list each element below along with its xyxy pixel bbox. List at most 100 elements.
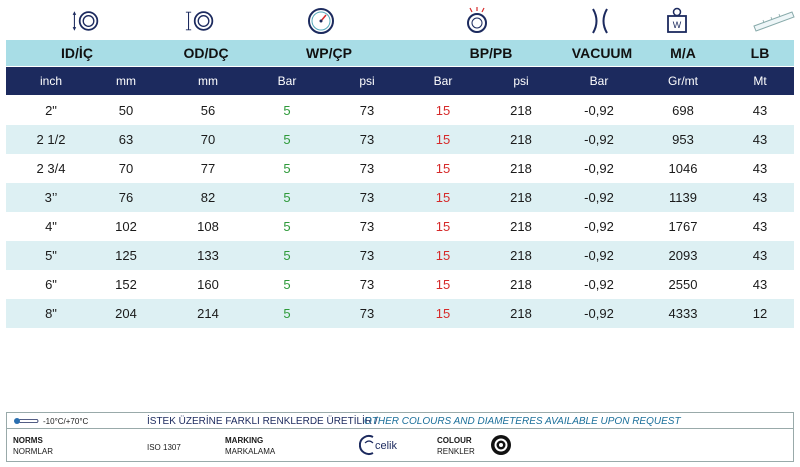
table-header-units: inch mm mm Bar psi Bar psi Bar Gr/mt Mt — [6, 67, 794, 95]
cell-inch: 4" — [45, 219, 57, 234]
table-row: 2 3/4 70 77 5 73 15 218 -0,92 1046 43 — [6, 154, 794, 183]
temperature-range: -10°C/+70°C — [43, 417, 89, 426]
cell-mt: 12 — [752, 306, 768, 321]
cell-wp-bar: 5 — [283, 132, 291, 147]
cell-gr-mt: 1139 — [669, 190, 697, 205]
vacuum-icon — [585, 6, 615, 36]
marking-label: MARKING — [225, 436, 264, 445]
cell-bp-psi: 218 — [510, 190, 532, 205]
cell-vacuum-bar: -0,92 — [584, 306, 614, 321]
table-row: 2" 50 56 5 73 15 218 -0,92 698 43 — [6, 96, 794, 125]
cell-bp-bar: 15 — [435, 103, 451, 118]
unit-mt: Mt — [753, 74, 767, 88]
table-row: 5" 125 133 5 73 15 218 -0,92 2093 43 — [6, 241, 794, 270]
celik-logo-icon — [358, 433, 409, 459]
cell-vacuum-bar: -0,92 — [584, 132, 614, 147]
cell-bp-bar: 15 — [435, 190, 451, 205]
cell-wp-psi: 73 — [359, 248, 375, 263]
cell-wp-psi: 73 — [359, 103, 375, 118]
cell-wp-psi: 73 — [359, 219, 375, 234]
cell-id-mm: 204 — [115, 306, 137, 321]
cell-wp-bar: 5 — [283, 277, 291, 292]
cell-mt: 43 — [752, 132, 768, 147]
footer-specs: NORMS NORMLAR ISO 1307 MARKING MARKALAMA… — [6, 429, 794, 462]
cell-mt: 43 — [752, 277, 768, 292]
cell-id-mm: 50 — [118, 103, 134, 118]
cell-gr-mt: 698 — [672, 103, 694, 118]
cell-od-mm: 160 — [197, 277, 219, 292]
cell-vacuum-bar: -0,92 — [584, 248, 614, 263]
cell-od-mm: 133 — [197, 248, 219, 263]
unit-gr-mt: Gr/mt — [668, 74, 698, 88]
unit-wp-bar: Bar — [277, 74, 297, 88]
cell-bp-psi: 218 — [510, 248, 532, 263]
cell-wp-psi: 73 — [359, 132, 375, 147]
footer-notice-bar: -10°C/+70°C İSTEK ÜZERİNE FARKLI RENKLER… — [6, 412, 794, 429]
svg-text:W: W — [673, 20, 682, 30]
cell-vacuum-bar: -0,92 — [584, 277, 614, 292]
cell-id-mm: 125 — [115, 248, 137, 263]
cell-mt: 43 — [752, 161, 768, 176]
cell-bp-bar: 15 — [435, 161, 451, 176]
table-header-titles: ID/İÇ OD/DÇ WP/ÇP BP/PB VACUUM M/A LB — [6, 40, 794, 66]
cell-inch: 5" — [45, 248, 57, 263]
cell-vacuum-bar: -0,92 — [584, 219, 614, 234]
header-vacuum: VACUUM — [571, 45, 633, 61]
cell-mt: 43 — [752, 219, 768, 234]
unit-bp-bar: Bar — [433, 74, 453, 88]
cell-inch: 2 1/2 — [36, 132, 66, 147]
length-ruler-icon — [752, 6, 796, 36]
cell-id-mm: 152 — [115, 277, 137, 292]
cell-bp-bar: 15 — [435, 277, 451, 292]
marking-logo-text: celik — [375, 440, 398, 452]
table-row: 2 1/2 63 70 5 73 15 218 -0,92 953 43 — [6, 125, 794, 154]
marking-label-tr: MARKALAMA — [225, 447, 276, 456]
notice-en: OTHER COLOURS AND DIAMETERES AVAILABLE U… — [364, 416, 681, 427]
cell-id-mm: 76 — [118, 190, 134, 205]
header-ma: M/A — [670, 45, 696, 61]
inner-diameter-icon — [70, 6, 100, 36]
colour-swatch-black-icon — [489, 433, 513, 459]
unit-id-mm: mm — [116, 74, 136, 88]
cell-vacuum-bar: -0,92 — [584, 190, 614, 205]
header-id: ID/İÇ — [61, 45, 93, 61]
cell-wp-bar: 5 — [283, 306, 291, 321]
cell-wp-bar: 5 — [283, 219, 291, 234]
cell-inch: 6" — [45, 277, 57, 292]
cell-gr-mt: 4333 — [668, 306, 698, 321]
norms-value: ISO 1307 — [147, 443, 181, 452]
cell-bp-bar: 15 — [435, 219, 451, 234]
cell-bp-psi: 218 — [510, 132, 532, 147]
table-row: 4" 102 108 5 73 15 218 -0,92 1767 43 — [6, 212, 794, 241]
cell-gr-mt: 953 — [672, 132, 694, 147]
cell-id-mm: 102 — [115, 219, 137, 234]
cell-bp-bar: 15 — [435, 248, 451, 263]
cell-inch: 8" — [45, 306, 57, 321]
header-od: OD/DÇ — [183, 45, 229, 61]
cell-gr-mt: 1046 — [668, 161, 698, 176]
cell-bp-psi: 218 — [510, 103, 532, 118]
unit-od-mm: mm — [198, 74, 218, 88]
cell-bp-bar: 15 — [435, 306, 451, 321]
cell-wp-bar: 5 — [283, 190, 291, 205]
colour-label-tr: RENKLER — [437, 447, 475, 456]
cell-id-mm: 63 — [118, 132, 134, 147]
cell-od-mm: 77 — [200, 161, 216, 176]
cell-wp-bar: 5 — [283, 103, 291, 118]
header-wp: WP/ÇP — [306, 45, 352, 61]
cell-od-mm: 108 — [197, 219, 219, 234]
cell-bp-psi: 218 — [510, 306, 532, 321]
notice-tr: İSTEK ÜZERİNE FARKLI RENKLERDE ÜRETİLİR … — [147, 416, 378, 427]
cell-wp-psi: 73 — [359, 161, 375, 176]
header-lb: LB — [750, 45, 770, 61]
unit-inch: inch — [39, 74, 62, 88]
pressure-gauge-icon — [306, 6, 336, 36]
cell-od-mm: 82 — [200, 190, 216, 205]
cell-vacuum-bar: -0,92 — [584, 161, 614, 176]
norms-label: NORMS — [13, 436, 43, 445]
cell-gr-mt: 2550 — [668, 277, 698, 292]
cell-od-mm: 214 — [197, 306, 219, 321]
cell-gr-mt: 1767 — [668, 219, 698, 234]
unit-wp-psi: psi — [359, 74, 375, 88]
weight-icon: W — [662, 6, 692, 36]
